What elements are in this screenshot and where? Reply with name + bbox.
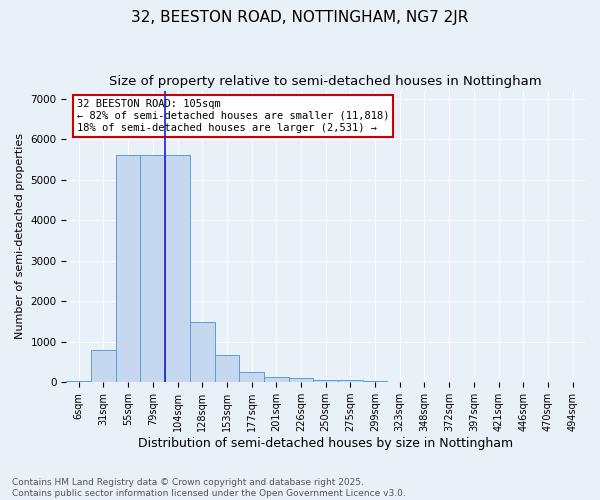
Bar — [239, 372, 264, 382]
Bar — [91, 350, 116, 382]
Text: 32 BEESTON ROAD: 105sqm
← 82% of semi-detached houses are smaller (11,818)
18% o: 32 BEESTON ROAD: 105sqm ← 82% of semi-de… — [77, 100, 389, 132]
Bar — [67, 381, 91, 382]
Bar — [313, 380, 338, 382]
Bar — [140, 156, 165, 382]
Y-axis label: Number of semi-detached properties: Number of semi-detached properties — [15, 134, 25, 340]
Bar — [289, 378, 313, 382]
Bar — [116, 156, 140, 382]
X-axis label: Distribution of semi-detached houses by size in Nottingham: Distribution of semi-detached houses by … — [138, 437, 513, 450]
Bar — [338, 380, 363, 382]
Bar — [363, 381, 388, 382]
Text: 32, BEESTON ROAD, NOTTINGHAM, NG7 2JR: 32, BEESTON ROAD, NOTTINGHAM, NG7 2JR — [131, 10, 469, 25]
Text: Contains HM Land Registry data © Crown copyright and database right 2025.
Contai: Contains HM Land Registry data © Crown c… — [12, 478, 406, 498]
Bar — [215, 354, 239, 382]
Bar — [264, 376, 289, 382]
Bar — [190, 322, 215, 382]
Title: Size of property relative to semi-detached houses in Nottingham: Size of property relative to semi-detach… — [109, 75, 542, 88]
Bar — [165, 156, 190, 382]
